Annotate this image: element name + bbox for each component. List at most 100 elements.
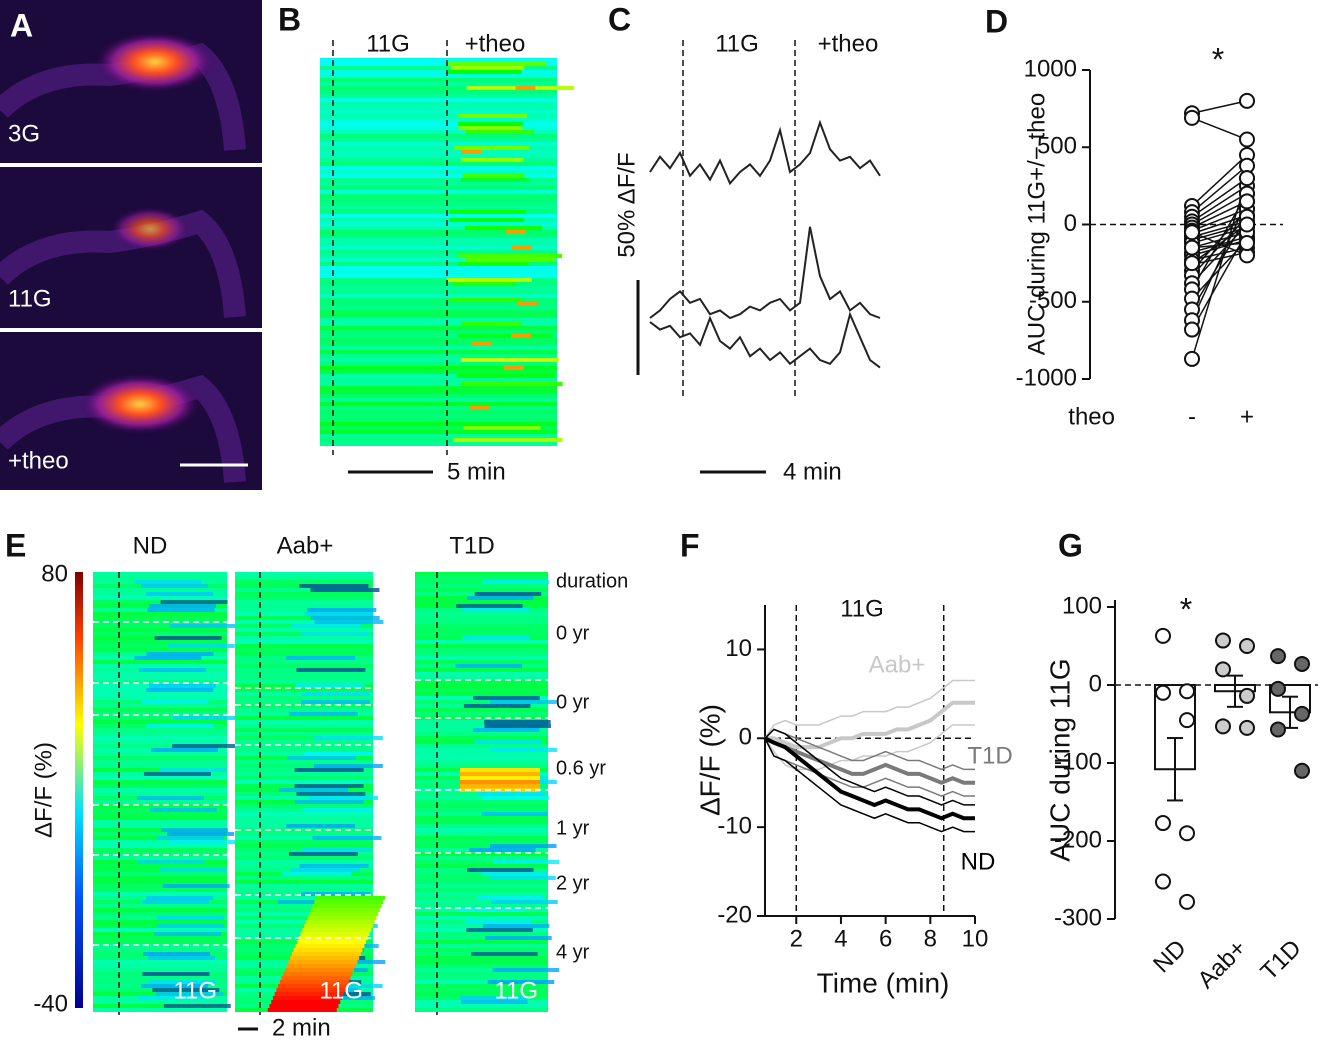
heatmap-row bbox=[161, 828, 229, 832]
heatmap-row bbox=[415, 884, 548, 888]
heatmap-row bbox=[320, 206, 557, 210]
heatmap-row bbox=[93, 616, 227, 620]
heatmap-row bbox=[141, 900, 209, 904]
heatmap-row bbox=[301, 692, 371, 696]
duration-label: 2 yr bbox=[556, 872, 590, 894]
heatmap-row bbox=[320, 314, 557, 318]
y-tick-label: -200 bbox=[1054, 826, 1102, 853]
heatmap-row bbox=[462, 174, 525, 178]
trace-line bbox=[649, 311, 881, 369]
heatmap-row bbox=[93, 628, 227, 632]
heatmap-row bbox=[93, 756, 227, 760]
heatmap-row bbox=[415, 964, 548, 968]
heatmap-row bbox=[320, 146, 557, 150]
heatmap-row bbox=[298, 936, 368, 940]
heatmap-row bbox=[313, 736, 383, 740]
heatmap-row bbox=[320, 386, 557, 390]
pair-line bbox=[1191, 216, 1248, 276]
heatmap-row bbox=[235, 708, 373, 712]
heatmap-row bbox=[487, 980, 555, 984]
heatmap-row bbox=[320, 150, 557, 154]
heatmap-row bbox=[450, 66, 525, 70]
heatmap-row bbox=[300, 700, 370, 704]
heatmap-row bbox=[415, 716, 548, 720]
heatmap-row bbox=[320, 430, 557, 434]
heatmap-row bbox=[235, 688, 373, 692]
heatmap-row bbox=[93, 828, 227, 832]
heatmap-row bbox=[474, 740, 542, 744]
heatmap-row bbox=[320, 254, 557, 258]
data-point bbox=[1155, 684, 1171, 701]
heatmap-row bbox=[235, 776, 373, 780]
heatmap-row bbox=[464, 130, 534, 134]
pair-line bbox=[1191, 239, 1248, 257]
heatmap-row bbox=[235, 664, 373, 668]
heatmap-row bbox=[93, 612, 227, 616]
data-point bbox=[1270, 721, 1286, 738]
heatmap-row bbox=[415, 808, 548, 812]
heatmap-row bbox=[415, 620, 548, 624]
scale-bar-label: 4 min bbox=[783, 458, 842, 485]
heatmap-row bbox=[320, 230, 557, 234]
data-point bbox=[1215, 718, 1231, 735]
heatmap-row bbox=[415, 900, 548, 904]
heatmap-row bbox=[320, 190, 557, 194]
data-point bbox=[1239, 193, 1255, 210]
heatmap-row bbox=[466, 928, 533, 932]
heatmap-row bbox=[93, 840, 227, 844]
heatmap-row bbox=[415, 708, 548, 712]
heatmap-row bbox=[148, 684, 216, 688]
heatmap-row bbox=[148, 980, 216, 984]
heatmap-row bbox=[481, 872, 548, 876]
heatmap-row bbox=[235, 724, 373, 728]
heatmap-row bbox=[93, 884, 227, 888]
heatmap-row bbox=[320, 90, 557, 94]
heatmap-row bbox=[415, 976, 548, 980]
heatmap-row bbox=[415, 652, 548, 656]
heatmap-row bbox=[93, 644, 227, 648]
heatmap-row bbox=[304, 808, 374, 812]
heatmap-row bbox=[320, 138, 557, 142]
heatmap-row bbox=[517, 302, 538, 306]
heatmap-row bbox=[320, 226, 557, 230]
heatmap-row bbox=[320, 102, 557, 106]
heatmap-row bbox=[235, 812, 373, 816]
duration-label: 1 yr bbox=[556, 817, 590, 839]
heatmap-row bbox=[93, 848, 227, 852]
heatmap-row bbox=[160, 600, 228, 604]
heatmap-row bbox=[415, 984, 548, 988]
heatmap-row bbox=[454, 146, 530, 150]
heatmap-row bbox=[294, 768, 364, 772]
heatmap-row bbox=[320, 218, 557, 222]
heatmap-row bbox=[481, 812, 549, 816]
image-label: +theo bbox=[8, 447, 69, 474]
heatmap-row bbox=[415, 732, 548, 736]
heatmap-row bbox=[471, 342, 492, 346]
data-point bbox=[1215, 632, 1231, 649]
heatmap-row bbox=[93, 680, 227, 684]
annotation: 11G bbox=[366, 30, 410, 57]
heatmap-row bbox=[460, 780, 540, 784]
heatmap-row bbox=[93, 740, 227, 744]
heatmap-row bbox=[485, 936, 552, 940]
heatmap-row bbox=[278, 984, 348, 988]
heatmap-row bbox=[506, 230, 527, 234]
heatmap-row bbox=[415, 660, 548, 664]
image-label: 3G bbox=[8, 120, 40, 147]
y-tick-label: 0 bbox=[739, 724, 752, 751]
heatmap-row bbox=[415, 676, 548, 680]
heatmap-row bbox=[415, 936, 548, 940]
heatmap-row bbox=[159, 868, 227, 872]
heatmap-row bbox=[163, 1004, 231, 1008]
heatmap-row bbox=[320, 318, 557, 322]
heatmap-row bbox=[415, 844, 548, 848]
heatmap-row bbox=[415, 724, 548, 728]
heatmap-row bbox=[235, 640, 373, 644]
heatmap-row bbox=[464, 226, 542, 230]
heatmap-row bbox=[415, 856, 548, 860]
heatmap-row bbox=[272, 996, 342, 1000]
heatmap-row bbox=[93, 876, 227, 880]
heatmap-row bbox=[93, 704, 227, 708]
heatmap-row bbox=[320, 186, 557, 190]
heatmap-row bbox=[288, 852, 358, 856]
